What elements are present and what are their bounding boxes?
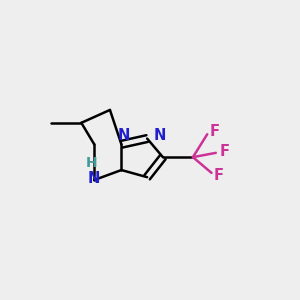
Text: N: N [118, 128, 130, 143]
Text: F: F [209, 124, 219, 139]
Text: F: F [219, 144, 230, 159]
Text: N: N [154, 128, 166, 143]
Text: H: H [85, 156, 97, 170]
Text: F: F [214, 168, 224, 183]
Text: N: N [88, 171, 100, 186]
